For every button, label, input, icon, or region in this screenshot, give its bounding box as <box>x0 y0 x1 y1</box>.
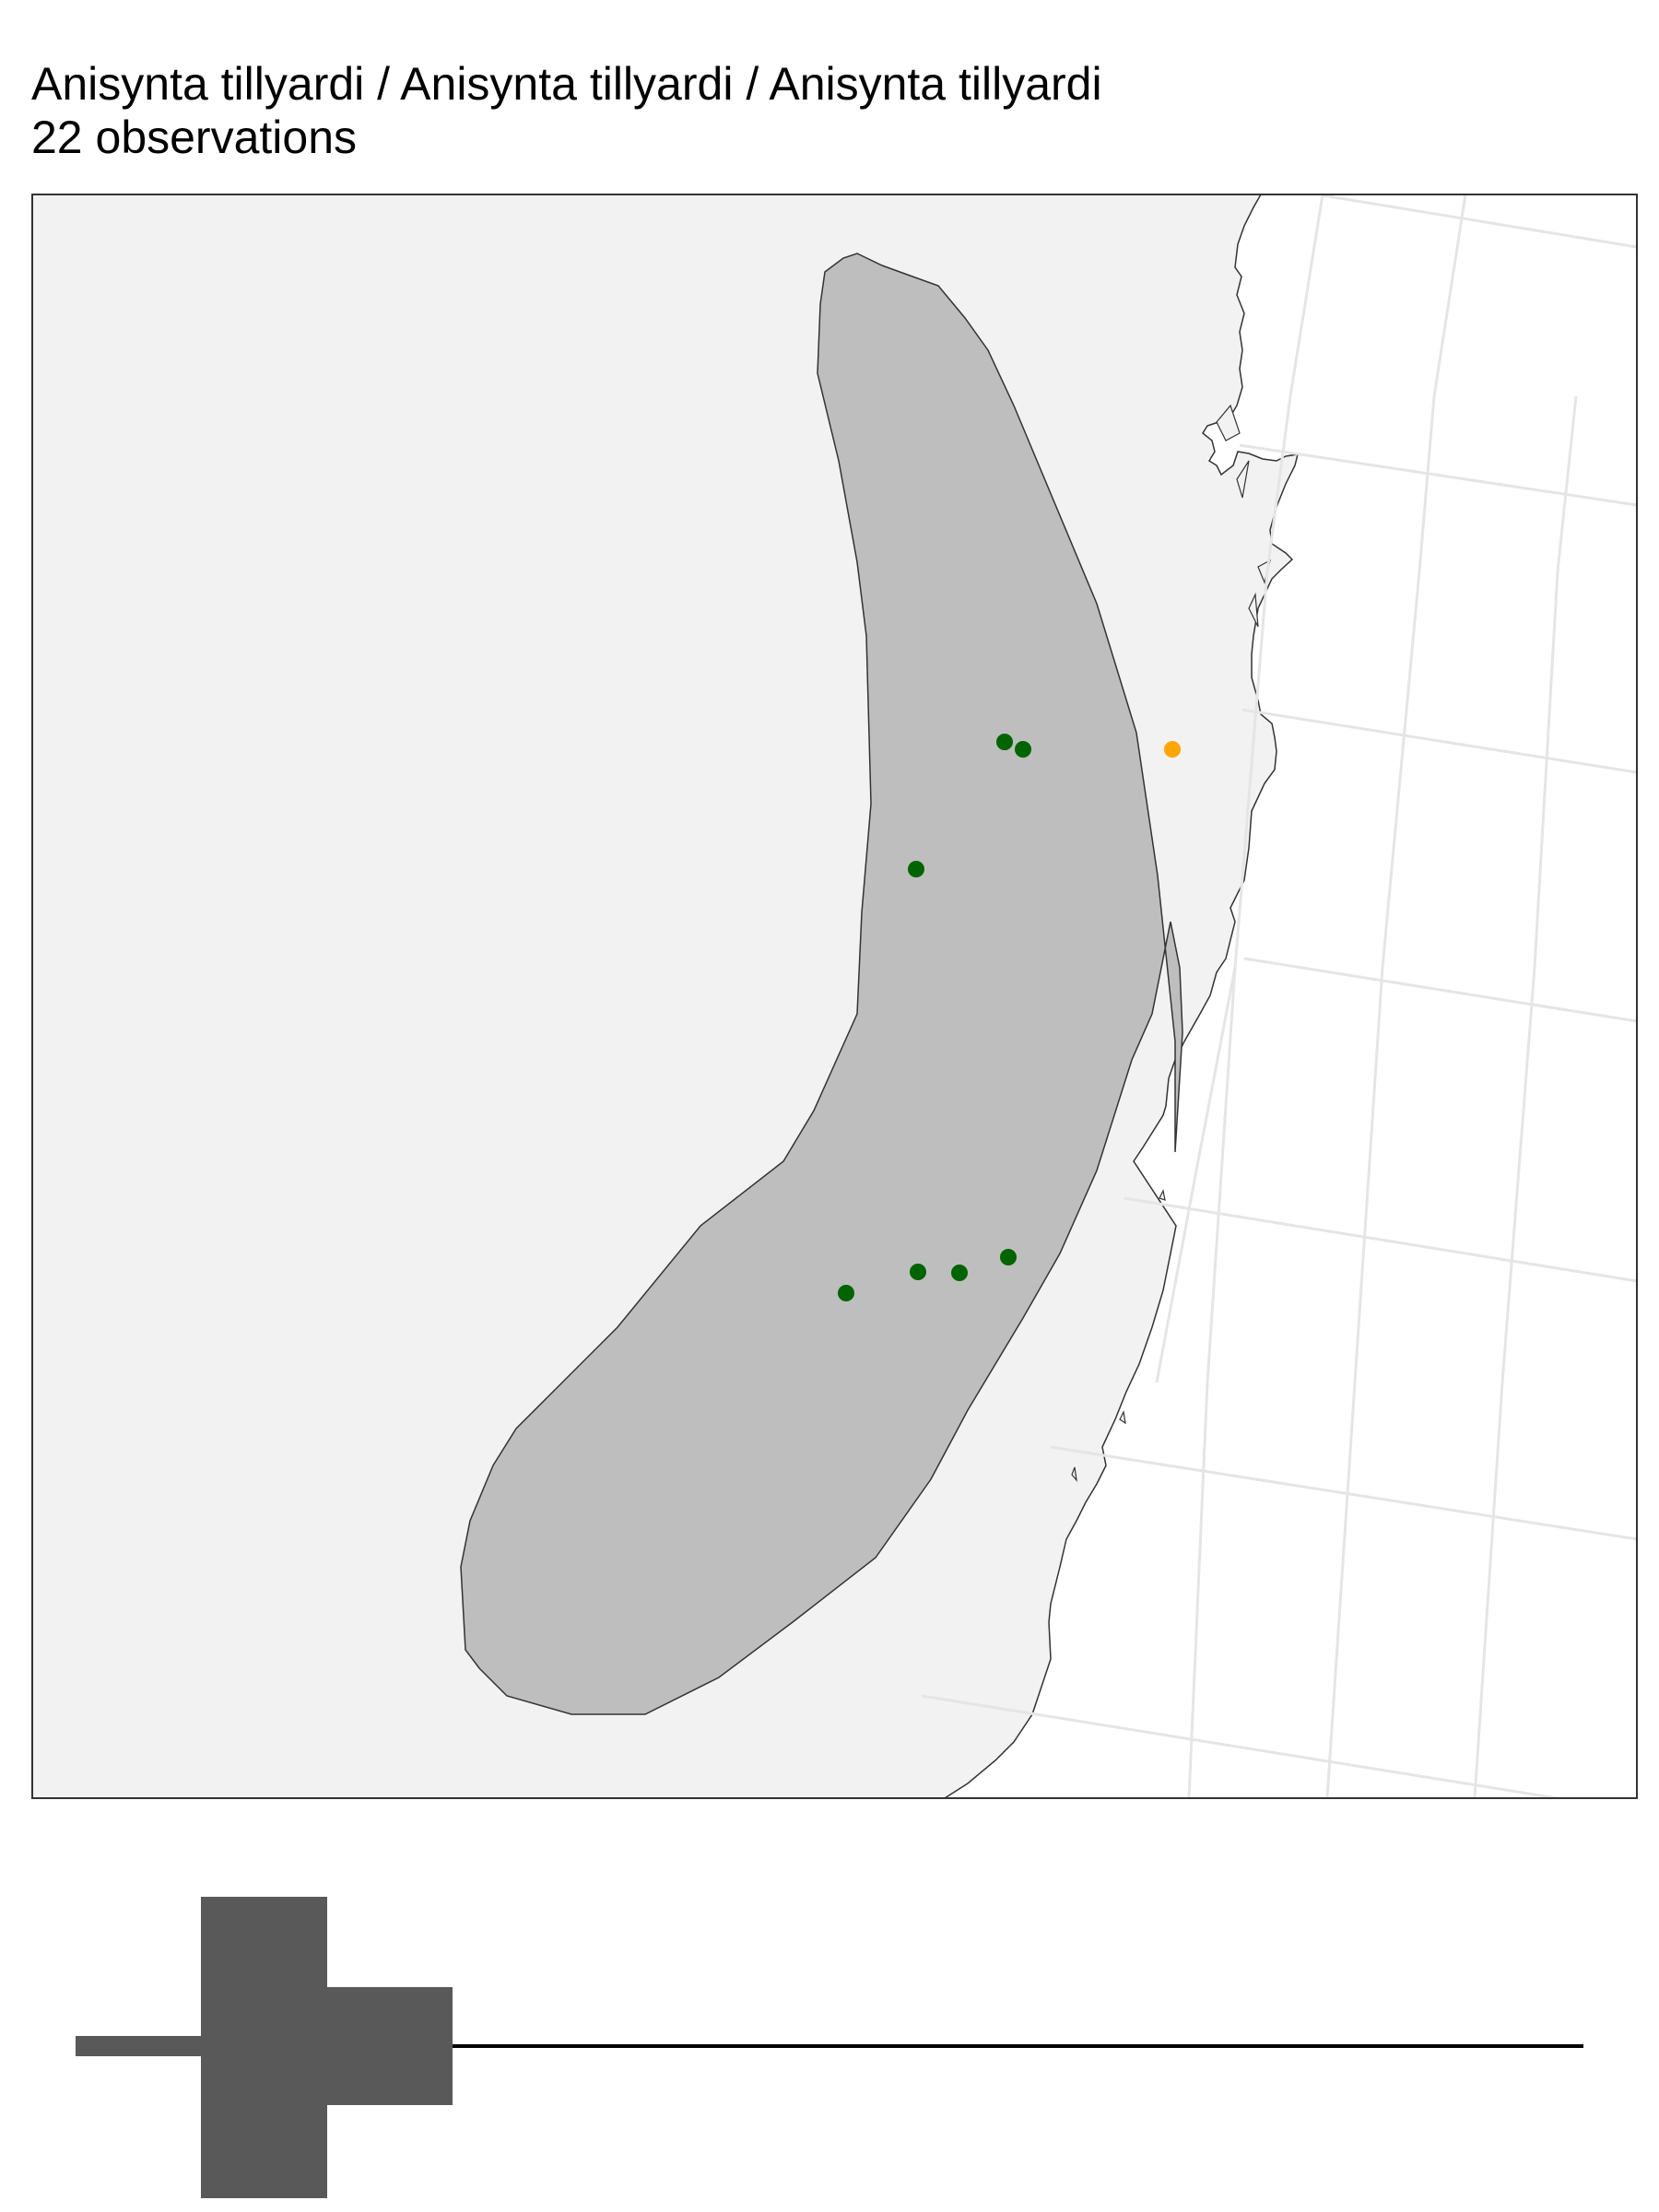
graticule-line <box>1325 1382 1357 1798</box>
timeline-bar-medium <box>327 1987 453 2105</box>
graticule-line <box>1124 1196 1637 1283</box>
graticule-line <box>1381 571 1421 969</box>
graticule-line <box>1187 1382 1209 1798</box>
graticule <box>921 194 1637 1798</box>
graticule-line <box>1500 967 1536 1383</box>
graticule-line <box>1418 395 1436 572</box>
observation-count: 22 observations <box>31 112 358 163</box>
map-panel <box>32 194 1637 1798</box>
map-panel-border <box>31 194 1638 1799</box>
graticule-line <box>1533 571 1559 969</box>
observation-point <box>1015 741 1031 758</box>
ocean-area <box>943 194 1637 1798</box>
species-title: Anisynta tillyardi / Anisynta tillyardi … <box>31 58 1102 110</box>
observation-point <box>996 734 1013 750</box>
map-title-block: Anisynta tillyardi / Anisynta tillyardi … <box>31 57 1102 164</box>
observation-timeline <box>76 1897 1583 2198</box>
observation-point <box>1164 741 1181 758</box>
observation-point <box>1000 1249 1017 1265</box>
graticule-line <box>1239 443 1637 507</box>
graticule-line <box>1556 395 1578 572</box>
graticule-line <box>1265 395 1292 572</box>
graticule-line <box>1243 957 1637 1023</box>
observation-point <box>951 1265 968 1281</box>
observation-point <box>910 1264 926 1280</box>
graticule-line <box>1241 708 1637 774</box>
graticule-line <box>1194 967 1237 1171</box>
graticule-line <box>1050 1445 1637 1541</box>
graticule-line <box>1155 1170 1198 1383</box>
graticule-line <box>1322 194 1637 249</box>
timeline-bar-small <box>76 2036 201 2056</box>
observation-point <box>838 1285 854 1301</box>
observation-point <box>908 861 924 877</box>
graticule-line <box>1473 1382 1504 1798</box>
graticule-line <box>921 1694 1566 1798</box>
graticule-line <box>1353 967 1384 1383</box>
graticule-line <box>1288 194 1324 397</box>
coastal-islands <box>1071 404 1271 1483</box>
observation-points <box>838 734 1181 1301</box>
species-range-polygon <box>460 253 1183 1715</box>
graticule-line <box>1233 571 1269 969</box>
timeline-bar-tall <box>201 1897 327 2198</box>
graticule-line <box>1432 194 1467 397</box>
graticule-line <box>1206 967 1237 1383</box>
